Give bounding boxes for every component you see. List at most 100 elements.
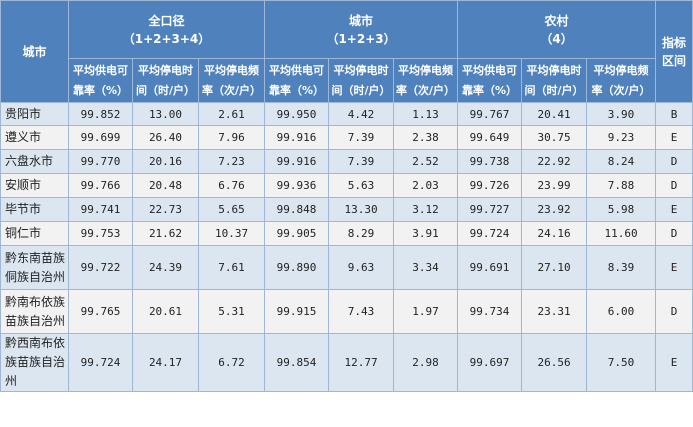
value-cell: 99.852 bbox=[68, 102, 133, 126]
value-cell: 22.92 bbox=[521, 149, 588, 174]
value-cell: 6.72 bbox=[197, 333, 266, 392]
metric-header: 平均停电时间（时/户） bbox=[521, 58, 588, 103]
value-cell: 2.52 bbox=[393, 149, 459, 174]
city-name-line: 贵阳市 bbox=[5, 106, 42, 121]
value-cell: 12.77 bbox=[328, 333, 395, 392]
city-name-cell: 毕节市 bbox=[0, 197, 69, 222]
city-name-cell: 黔西南布依 族苗族自治州 bbox=[0, 333, 69, 392]
value-cell: 99.905 bbox=[264, 221, 330, 246]
metric-header: 平均供电可 靠率（%） bbox=[457, 58, 523, 103]
value-cell: 27.10 bbox=[521, 245, 588, 290]
city-column-header: 城市 bbox=[0, 0, 69, 103]
metric-header-line: 平均供电可 bbox=[462, 63, 518, 77]
value-cell: 7.23 bbox=[197, 149, 266, 174]
value-cell: 99.741 bbox=[68, 197, 133, 222]
value-cell: 9.63 bbox=[328, 245, 395, 290]
index-range-cell: E bbox=[655, 333, 693, 392]
value-cell: 99.699 bbox=[68, 125, 133, 150]
city-name-line: 毕节市 bbox=[5, 202, 42, 216]
value-cell: 22.73 bbox=[132, 197, 199, 222]
value-cell: 20.61 bbox=[132, 289, 199, 334]
value-cell: 5.31 bbox=[197, 289, 266, 334]
city-name-cell: 遵义市 bbox=[0, 125, 69, 150]
value-cell: 8.24 bbox=[586, 149, 657, 174]
metric-header-line: 平均停电时 bbox=[526, 63, 582, 77]
metric-header-line: 间（时/户） bbox=[524, 83, 584, 97]
value-cell: 1.97 bbox=[393, 289, 459, 334]
city-name-line: 铜仁市 bbox=[5, 226, 42, 240]
table-row: 安顺市 99.766 20.48 6.76 99.936 5.63 2.03 99.726 23… bbox=[0, 173, 693, 198]
value-cell: 99.848 bbox=[264, 197, 330, 222]
metric-header-line: 率（次/户） bbox=[591, 83, 651, 97]
city-name-cell: 铜仁市 bbox=[0, 221, 69, 246]
value-cell: 99.770 bbox=[68, 149, 133, 174]
city-name-line: 遵义市 bbox=[5, 130, 42, 144]
index-header-line: 指标 bbox=[662, 35, 687, 50]
city-name-cell: 黔东南苗族 侗族自治州 bbox=[0, 245, 69, 290]
value-cell: 5.65 bbox=[197, 197, 266, 222]
index-range-cell: E bbox=[655, 197, 693, 222]
value-cell: 1.13 bbox=[393, 102, 459, 126]
group-title: 农村 bbox=[544, 13, 569, 28]
city-name-cell: 六盘水市 bbox=[0, 149, 69, 174]
metric-header-line: 平均停电时 bbox=[333, 63, 389, 77]
value-cell: 24.39 bbox=[132, 245, 199, 290]
value-cell: 7.39 bbox=[328, 149, 395, 174]
metric-header-line: 靠率（%） bbox=[269, 83, 325, 97]
table-row: 六盘水市 99.770 20.16 7.23 99.916 7.39 2.52 99.738 2… bbox=[0, 149, 693, 174]
value-cell: 30.75 bbox=[521, 125, 588, 150]
value-cell: 7.43 bbox=[328, 289, 395, 334]
value-cell: 8.39 bbox=[586, 245, 657, 290]
city-name-line: 黔南布依族 bbox=[5, 294, 66, 309]
group-title: 全口径 bbox=[148, 13, 185, 28]
table-row: 铜仁市 99.753 21.62 10.37 99.905 8.29 3.91 99.724 2… bbox=[0, 221, 693, 246]
group-header-all: 全口径 （1+2+3+4） bbox=[67, 0, 266, 59]
value-cell: 24.16 bbox=[521, 221, 588, 246]
metric-header-line: 平均供电可 bbox=[73, 63, 128, 77]
metric-header: 平均停电频率（次/户） bbox=[393, 58, 459, 103]
metric-header-line: 平均供电可 bbox=[269, 63, 325, 77]
value-cell: 2.98 bbox=[393, 333, 459, 392]
city-name-line: 黔西南布依 bbox=[5, 336, 66, 350]
metric-header: 平均停电时 间（时/户） bbox=[328, 58, 395, 103]
city-name-cell: 安顺市 bbox=[0, 173, 69, 198]
metric-header-line: 平均停电频 bbox=[204, 63, 260, 77]
table-row: 黔东南苗族 侗族自治州 99.722 24.39 7.61 99.890 9.63 3.34 9… bbox=[0, 245, 693, 290]
value-cell: 23.31 bbox=[521, 289, 588, 334]
table-row: 贵阳市 99.852 13.00 2.61 99.950 4.42 1.13 99.767 20… bbox=[0, 102, 693, 126]
city-name-cell: 贵阳市 bbox=[0, 102, 69, 126]
value-cell: 99.724 bbox=[457, 221, 523, 246]
city-name-line: 六盘水市 bbox=[5, 154, 54, 168]
value-cell: 3.90 bbox=[586, 102, 657, 126]
value-cell: 7.50 bbox=[586, 333, 657, 392]
value-cell: 99.766 bbox=[68, 173, 133, 198]
metric-header: 平均停电频率（次/户） bbox=[197, 58, 266, 103]
value-cell: 99.916 bbox=[264, 149, 330, 174]
metric-header-line: 间（时/户） bbox=[135, 83, 196, 97]
table-row: 黔南布依族 苗族自治州 99.765 20.61 5.31 99.915 7.43 1.97 9… bbox=[0, 289, 693, 334]
value-cell: 3.91 bbox=[393, 221, 459, 246]
value-cell: 99.724 bbox=[68, 333, 133, 392]
group-subtitle: （4） bbox=[540, 31, 573, 46]
city-name-line: 州 bbox=[5, 374, 18, 388]
value-cell: 26.56 bbox=[521, 333, 588, 392]
value-cell: 20.16 bbox=[132, 149, 199, 174]
value-cell: 99.726 bbox=[457, 173, 523, 198]
value-cell: 13.30 bbox=[328, 197, 395, 222]
metric-header-line: 平均停电频 bbox=[398, 63, 454, 77]
value-cell: 99.767 bbox=[457, 102, 523, 126]
city-name-line: 黔东南苗族 bbox=[5, 250, 66, 265]
reliability-table: 城市 全口径 （1+2+3+4） 城市 （1+2+3） 农村 （4） 指标 区间… bbox=[0, 0, 693, 392]
value-cell: 99.854 bbox=[264, 333, 330, 392]
value-cell: 21.62 bbox=[132, 221, 199, 246]
value-cell: 20.48 bbox=[132, 173, 199, 198]
index-range-cell: E bbox=[655, 245, 693, 290]
index-range-cell: E bbox=[655, 125, 693, 150]
metric-header-line: 率（次/户） bbox=[202, 83, 262, 97]
value-cell: 99.691 bbox=[457, 245, 523, 290]
metric-header-line: 率（次/户） bbox=[396, 83, 456, 97]
value-cell: 9.23 bbox=[586, 125, 657, 150]
metric-header: 平均停电时 间（时/户） bbox=[132, 58, 199, 103]
metric-header: 平均供电可靠率（%） bbox=[264, 58, 330, 103]
value-cell: 20.41 bbox=[521, 102, 588, 126]
